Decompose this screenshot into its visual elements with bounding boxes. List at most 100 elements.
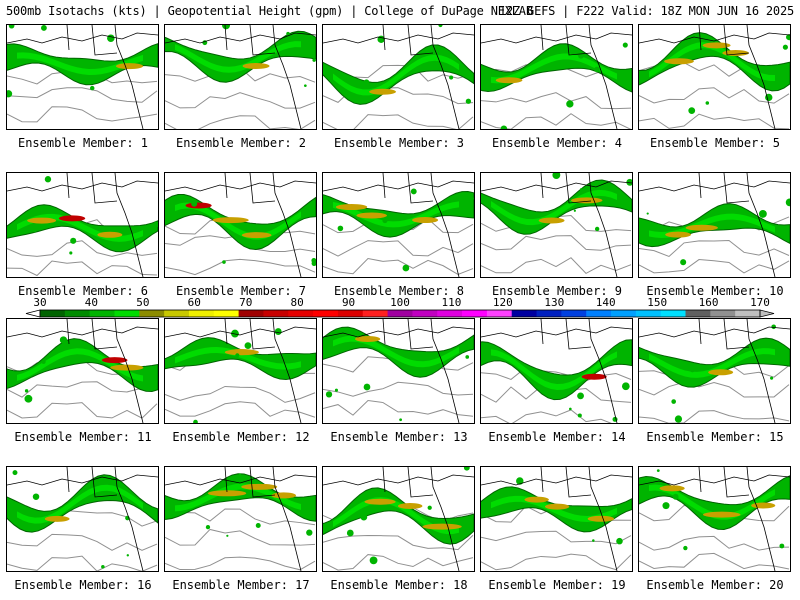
- colorbar-segment: [611, 310, 637, 317]
- isotach-blob: [222, 25, 231, 30]
- member-caption: Ensemble Member: 14: [488, 430, 626, 444]
- ensemble-map-panel: [322, 466, 475, 572]
- height-contour: [7, 106, 158, 123]
- colorbar-segment: [685, 310, 711, 317]
- isotach-blob: [363, 79, 370, 85]
- colorbar-tick-label: 150: [647, 296, 667, 309]
- jet-isotach-band: [165, 30, 316, 83]
- coastline-borders: [481, 467, 632, 571]
- colorbar-tick-label: 40: [85, 296, 98, 309]
- map-canvas: [7, 25, 158, 129]
- isotach-blob: [41, 25, 47, 31]
- isotach-blob: [30, 224, 38, 233]
- height-contour: [639, 113, 790, 129]
- colorbar-tick-label: 110: [441, 296, 461, 309]
- isotach-blob: [89, 85, 95, 91]
- map-canvas: [639, 319, 790, 423]
- jet-core: [175, 346, 301, 370]
- map-canvas: [639, 173, 790, 277]
- isotach-blob: [646, 212, 649, 215]
- jet-core: [175, 202, 301, 240]
- map-canvas: [481, 25, 632, 129]
- ensemble-map-panel: [322, 318, 475, 424]
- header: 500mb Isotachs (kts) | Geopotential Heig…: [0, 0, 800, 22]
- isotach-blob: [7, 90, 13, 98]
- isotach-blob: [656, 469, 660, 472]
- isotach-blob: [360, 513, 368, 521]
- ensemble-map-panel: [322, 172, 475, 278]
- member-caption: Ensemble Member: 18: [330, 578, 468, 592]
- colorbar-right-arrow: [759, 309, 775, 318]
- member-caption: Ensemble Member: 3: [333, 136, 465, 150]
- isotach-blob: [255, 523, 261, 529]
- height-contour: [323, 534, 474, 551]
- jet-core: [333, 54, 459, 96]
- colorbar-segment: [735, 310, 761, 317]
- colorbar-segment: [40, 310, 66, 317]
- isotach-blob: [191, 200, 198, 207]
- isotach-blob: [566, 100, 574, 108]
- isotach-blob: [363, 383, 371, 391]
- colorbar-tick-label: 100: [390, 296, 410, 309]
- jet-max-streak: [397, 503, 423, 510]
- jet-max-streak: [242, 63, 270, 70]
- map-canvas: [481, 467, 632, 571]
- colorbar-segment: [486, 310, 513, 317]
- jet-max-streak: [101, 357, 128, 364]
- isotach-blob: [44, 176, 52, 183]
- isotach-blob: [683, 545, 688, 551]
- jet-isotach-band: [481, 43, 632, 93]
- member-caption: Ensemble Member: 1: [17, 136, 149, 150]
- colorbar-tick-label: 50: [136, 296, 149, 309]
- height-contour: [323, 554, 474, 571]
- height-contour: [639, 87, 790, 104]
- isotach-blob: [771, 324, 776, 330]
- jet-max-streak: [524, 496, 549, 503]
- isotach-blob: [616, 537, 623, 545]
- coastline-borders: [165, 25, 316, 129]
- member-caption: Ensemble Member: 11: [14, 430, 152, 444]
- isotach-blob: [758, 209, 767, 218]
- jet-core: [175, 483, 301, 512]
- jet-max-streak: [355, 336, 381, 343]
- colorbar-segment: [263, 310, 289, 317]
- jet-isotach-band: [639, 32, 790, 92]
- coastline-borders: [639, 173, 790, 277]
- height-contour: [639, 381, 790, 398]
- member-caption: Ensemble Member: 2: [175, 136, 307, 150]
- valid-time: 12Z GEFS | F222 Valid: 18Z MON JUN 16 20…: [498, 4, 794, 18]
- colorbar-segment: [462, 310, 488, 317]
- isotach-blob: [552, 173, 561, 179]
- member-caption: Ensemble Member: 5: [649, 136, 781, 150]
- isotach-blob: [622, 42, 628, 48]
- height-contour: [481, 366, 632, 382]
- member-caption: Ensemble Member: 20: [646, 578, 784, 592]
- height-contour: [481, 409, 612, 423]
- height-contour: [639, 239, 790, 258]
- jet-isotach-band: [481, 339, 632, 401]
- ensemble-map-panel: [6, 318, 159, 424]
- isotach-blob: [427, 505, 432, 510]
- colorbar-segment: [511, 310, 538, 317]
- isotach-blob: [312, 58, 316, 62]
- colorbar-segment: [238, 310, 264, 317]
- ensemble-map-panel: [6, 466, 159, 572]
- jet-max-streak: [97, 231, 123, 238]
- isotach-blob: [518, 505, 522, 509]
- isotach-blob: [671, 399, 676, 404]
- isotach-blob: [334, 388, 338, 392]
- isotach-blob: [680, 259, 687, 266]
- isotach-blob: [577, 392, 584, 400]
- colorbar-segment: [561, 310, 587, 317]
- isotach-blob: [569, 407, 572, 411]
- jet-max-streak: [44, 515, 70, 522]
- height-contour: [7, 260, 158, 277]
- jet-max-streak: [587, 515, 615, 522]
- isotach-blob: [126, 554, 130, 557]
- map-canvas: [165, 25, 316, 129]
- jet-max-streak: [708, 369, 734, 376]
- colorbar-tick-label: 80: [291, 296, 304, 309]
- isotach-blob: [226, 534, 229, 537]
- ensemble-map-panel: [480, 172, 633, 278]
- map-canvas: [639, 25, 790, 129]
